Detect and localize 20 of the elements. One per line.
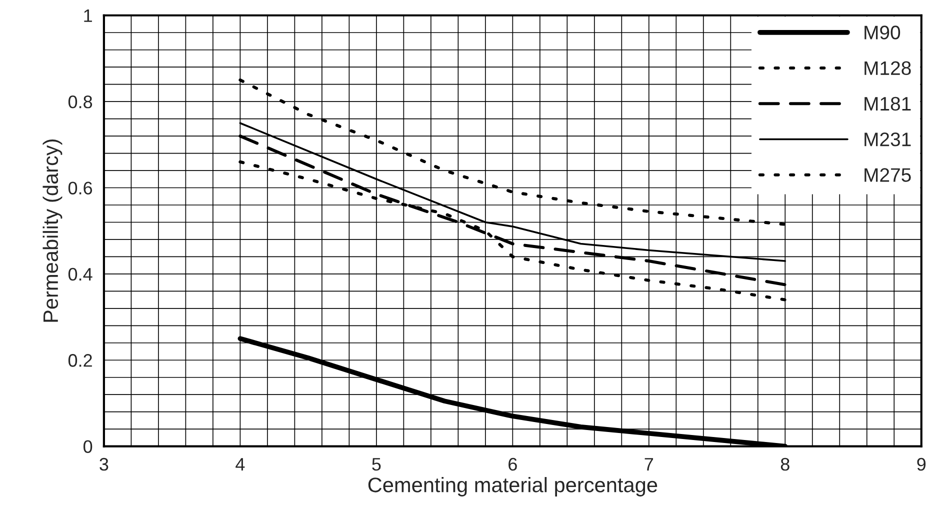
y-axis-title: Permeability (darcy): [42, 140, 62, 322]
y-tick-label: 0.6: [68, 182, 92, 194]
y-tick-label: 0.4: [68, 268, 92, 281]
x-tick-label: 5: [372, 458, 381, 471]
x-tick-label: 8: [780, 458, 790, 471]
legend-label: M128: [864, 61, 911, 76]
y-tick-label: 0.8: [68, 96, 92, 108]
x-tick-label: 7: [644, 458, 654, 471]
x-tick-label: 3: [100, 458, 108, 471]
legend-label: M181: [864, 96, 911, 111]
x-axis-title: Cementing material percentage: [368, 477, 658, 496]
legend-label: M275: [864, 168, 911, 182]
legend-label: M90: [864, 26, 900, 40]
y-tick-label: 0.2: [68, 354, 92, 367]
x-tick-label: 4: [236, 458, 245, 471]
y-tick-label: 0: [84, 440, 92, 454]
x-tick-label: 6: [508, 458, 517, 471]
x-tick-label: 9: [917, 458, 926, 471]
y-tick-label: 1: [84, 10, 92, 22]
legend-label: M231: [864, 132, 911, 146]
